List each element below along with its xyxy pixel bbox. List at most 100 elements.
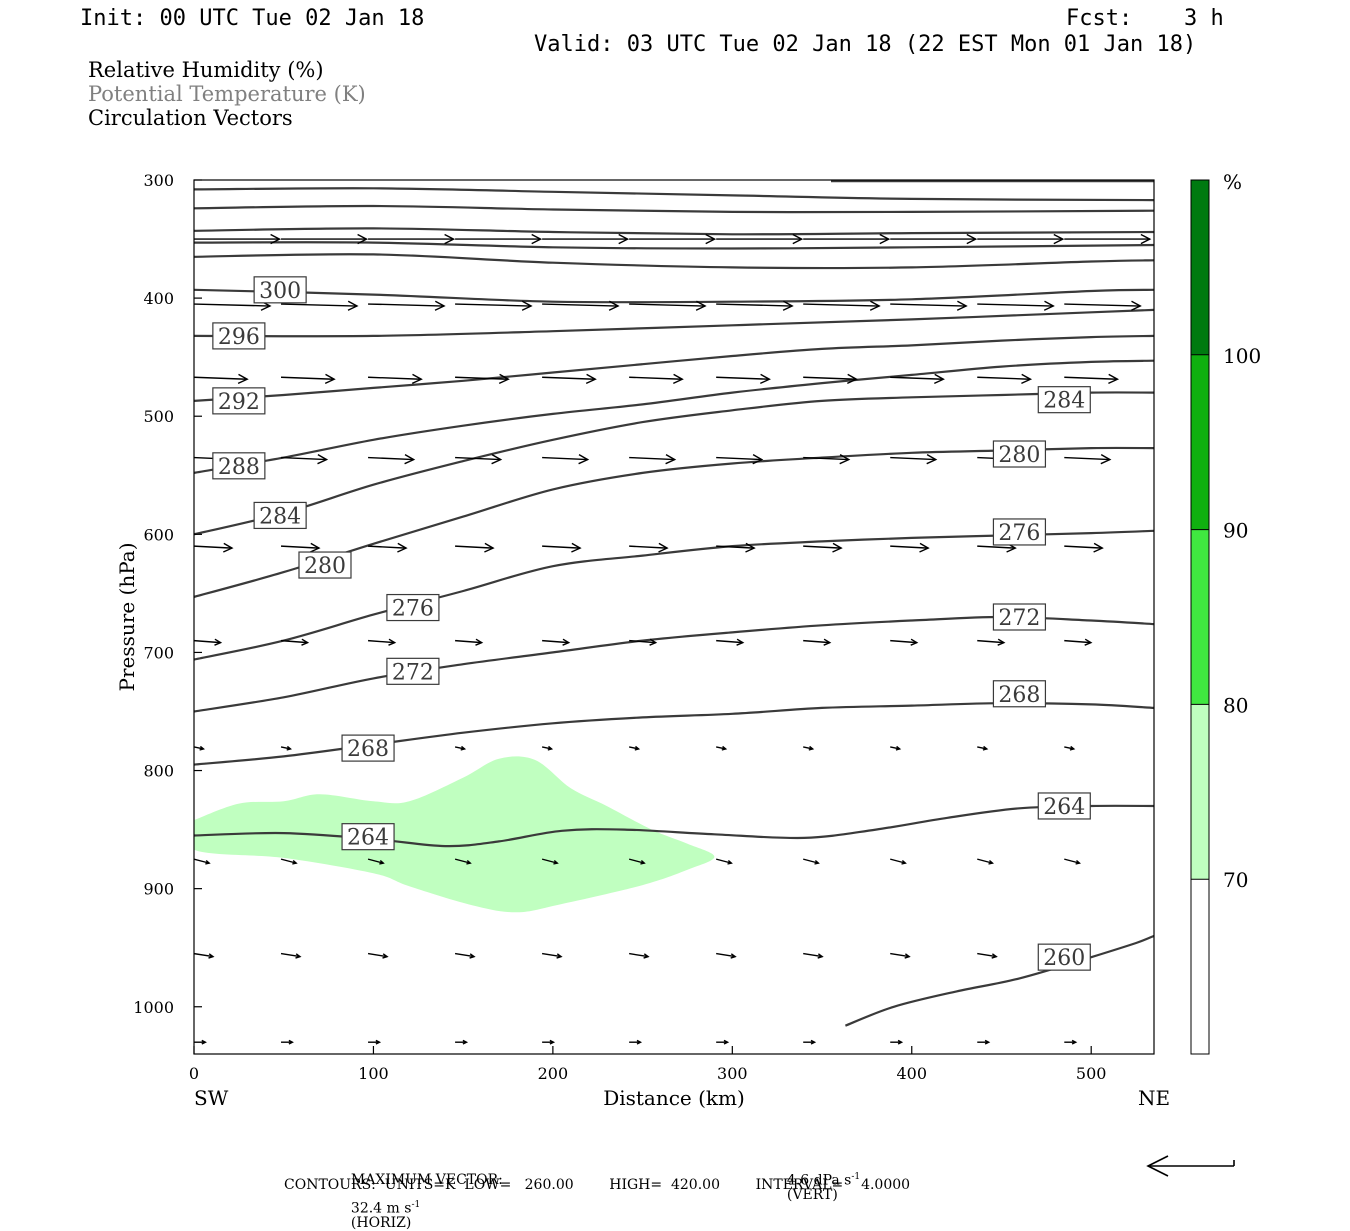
circulation-vector: [281, 300, 359, 311]
contour-label-text: 264: [347, 826, 389, 851]
circulation-vector: [367, 952, 389, 959]
contour-label-text: 276: [998, 521, 1040, 546]
circulation-vector: [542, 373, 597, 385]
y-tick-label: 700: [143, 643, 174, 662]
circulation-vector: [280, 542, 321, 553]
init-time: Init: 00 UTC Tue 02 Jan 18: [80, 6, 425, 31]
circulation-vector: [629, 542, 669, 553]
circulation-vector: [977, 858, 995, 865]
legend-circulation-vectors: Circulation Vectors: [88, 106, 293, 130]
circulation-vector: [715, 858, 733, 865]
theta-contour-312: [194, 227, 1154, 236]
colorbar-tick-label: 70: [1223, 868, 1248, 892]
contour-label: 272: [992, 603, 1047, 631]
circulation-vector: [1064, 542, 1104, 553]
contour-label-text: 272: [392, 660, 434, 685]
contour-label: 264: [1037, 792, 1091, 820]
circulation-vector: [803, 233, 891, 245]
circulation-vector: [194, 638, 223, 646]
circulation-vector: [194, 542, 234, 553]
footer-max-vector: MAXIMUM VECTOR: 32.4 m s-1 (HORIZ): [342, 1159, 503, 1230]
circulation-vector: [890, 745, 902, 751]
colorbar-band: [1191, 529, 1209, 705]
circulation-vector: [628, 745, 641, 751]
circulation-vector: [803, 858, 820, 865]
circulation-vector: [1064, 373, 1120, 385]
colorbar-band: [1191, 354, 1209, 530]
cross-section-chart: 3002962922882842802762722682642842802762…: [115, 170, 1261, 1177]
circulation-vector: [716, 1039, 730, 1045]
colorbar-unit: %: [1223, 170, 1242, 194]
x-end-label-left: SW: [194, 1086, 229, 1110]
circulation-vector: [629, 638, 658, 646]
forecast-hour-label: Fcst:: [1066, 6, 1133, 31]
circulation-vector: [977, 233, 1065, 245]
max-vector-vert-exponent: -1: [851, 1172, 861, 1182]
circulation-vector: [890, 233, 978, 245]
x-tick-label: 300: [717, 1064, 748, 1083]
circulation-vector: [455, 373, 510, 385]
circulation-vector: [454, 952, 476, 959]
circulation-vector: [542, 542, 582, 553]
plot-frame: [193, 179, 1155, 1055]
circulation-vector: [194, 745, 205, 751]
max-vector-vert-tag: (VERT): [786, 1186, 838, 1203]
circulation-vector: [890, 858, 907, 865]
circulation-vector: [716, 745, 728, 751]
circulation-vector: [803, 542, 843, 553]
contour-label: 272: [386, 657, 440, 685]
theta-contour-260: [844, 934, 1154, 1027]
circulation-vector: [890, 952, 911, 959]
theta-contour-316: [194, 204, 1154, 214]
circulation-vector: [629, 952, 650, 959]
circulation-vector: [716, 952, 737, 959]
circulation-vector: [803, 745, 815, 751]
circulation-vector: [455, 233, 543, 245]
circulation-vector: [194, 858, 211, 865]
circulation-vector: [542, 638, 571, 646]
circulation-vector: [455, 638, 484, 646]
circulation-vector: [977, 952, 998, 959]
circulation-vector: [368, 638, 397, 646]
y-tick-label: 600: [143, 525, 174, 544]
rh-shaded-region: [194, 756, 715, 913]
circulation-vector: [367, 858, 385, 865]
contour-label-text: 288: [218, 455, 260, 480]
circulation-vector: [368, 233, 456, 245]
circulation-vector: [542, 233, 630, 245]
theta-contour-296: [194, 308, 1154, 338]
x-end-label-right: NE: [1138, 1086, 1170, 1110]
theta-contour-268: [194, 702, 1154, 766]
circulation-vector: [890, 453, 938, 465]
circulation-vector: [629, 1039, 643, 1045]
contour-label: 284: [253, 501, 307, 529]
footer-contours: CONTOURS: UNITS=K LOW= 260.00 HIGH= 420.…: [284, 1177, 911, 1193]
circulation-vector: [455, 300, 533, 311]
circulation-vector: [977, 638, 1006, 646]
circulation-vector: [1064, 453, 1112, 465]
contour-label-text: 280: [998, 443, 1040, 468]
y-tick-label: 900: [143, 880, 174, 899]
circulation-vector: [977, 745, 989, 751]
y-tick-label: 1000: [133, 998, 174, 1017]
footer-max-vector-vert: 4.6 dPa s-1 (VERT): [778, 1159, 860, 1202]
circulation-vector: [280, 453, 329, 465]
max-vector-horiz-tag: (HORIZ): [350, 1214, 412, 1231]
circulation-vector: [454, 858, 472, 865]
valid-time: Valid: 03 UTC Tue 02 Jan 18 (22 EST Mon …: [534, 32, 1197, 57]
circulation-vector: [368, 300, 446, 311]
legend-potential-temperature: Potential Temperature (K): [88, 82, 366, 106]
circulation-vector: [455, 1039, 469, 1045]
circulation-vector: [542, 1039, 556, 1045]
colorbar-tick-label: 80: [1223, 693, 1248, 717]
circulation-vector: [455, 542, 495, 553]
circulation-vector: [280, 745, 292, 751]
circulation-vector: [542, 300, 620, 311]
circulation-vector: [281, 373, 336, 385]
circulation-vector: [368, 453, 416, 465]
circulation-vector: [629, 373, 684, 385]
legend-relative-humidity: Relative Humidity (%): [88, 58, 324, 82]
circulation-vector: [454, 745, 467, 751]
contour-label-text: 260: [1043, 946, 1085, 971]
contour-label: 284: [1037, 386, 1091, 414]
